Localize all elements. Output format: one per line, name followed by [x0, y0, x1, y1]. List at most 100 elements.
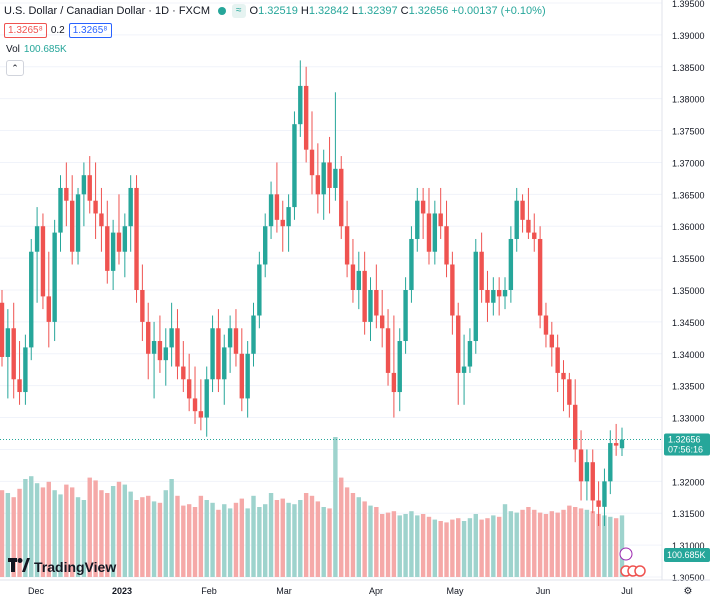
volume-bar: [420, 514, 426, 577]
time-axis: Dec 2023 Feb Mar Apr May Jun Jul ⚙: [0, 579, 710, 597]
sell-button[interactable]: 1.3265⁸: [4, 23, 47, 38]
volume-bar: [5, 493, 11, 577]
volume-bar: [584, 509, 590, 577]
volume-bar: [514, 512, 519, 577]
volume-bar: [146, 495, 151, 577]
price-tick-label: 1.34000: [672, 350, 705, 360]
candle-body: [245, 353, 250, 399]
candle-body: [40, 226, 46, 297]
candle-body: [122, 226, 128, 252]
volume-bar: [75, 497, 81, 577]
volume-bar: [362, 501, 367, 577]
volume-bar: [473, 514, 478, 577]
candle-body: [280, 219, 285, 227]
time-tick-label: Jul: [621, 586, 633, 596]
volume-bar: [116, 481, 122, 577]
time-tick-label: Feb: [201, 586, 217, 596]
volume-bar: [467, 518, 473, 577]
candle-body: [11, 328, 16, 380]
price-tick-label: 1.35500: [672, 254, 705, 264]
candle-body: [608, 443, 613, 482]
volume-bar: [613, 518, 619, 577]
candle-body: [169, 328, 174, 348]
volume-bar: [508, 511, 514, 577]
volume-bar: [298, 500, 303, 577]
volume-bar: [216, 509, 221, 577]
volume-bar: [69, 487, 75, 577]
volume-bar: [93, 480, 98, 577]
candle-body: [251, 315, 256, 354]
volume-bar: [292, 504, 297, 577]
price-tick-label: 1.37000: [672, 158, 705, 168]
candle-body: [69, 200, 75, 252]
volume-bar: [619, 515, 625, 577]
volume-bar: [590, 511, 595, 577]
candle-body: [46, 296, 51, 322]
candle-body: [239, 353, 245, 399]
candle-body: [543, 315, 549, 335]
volume-bar: [11, 497, 16, 577]
volume-bar: [0, 490, 5, 577]
volume-bar: [602, 515, 607, 577]
candlesticks: [0, 60, 646, 577]
candle-body: [397, 341, 402, 393]
buy-button[interactable]: 1.3265⁸: [68, 23, 112, 38]
volume-bar: [379, 514, 385, 577]
volume-bar: [309, 495, 315, 577]
candle-body: [175, 328, 180, 367]
volume-bar: [210, 502, 215, 577]
chevron-up-icon[interactable]: ⌃: [6, 60, 24, 76]
candle-body: [81, 175, 87, 195]
volume-bar: [128, 491, 133, 577]
time-tick-label: Jun: [536, 586, 551, 596]
volume-bar: [432, 519, 438, 577]
volume-bar: [29, 476, 34, 577]
candle-body: [420, 200, 426, 214]
candle-body: [496, 290, 502, 297]
volume-bar: [251, 495, 256, 577]
candle-body: [344, 226, 350, 265]
volume-bar: [58, 494, 63, 577]
flag-icon[interactable]: [634, 565, 646, 577]
price-tick-label: 1.32000: [672, 477, 705, 487]
volume-bar: [163, 490, 168, 577]
volume-bar: [502, 504, 508, 577]
volume-bar: [52, 490, 57, 577]
wave-icon[interactable]: ≈: [232, 4, 246, 18]
candle-body: [613, 443, 619, 446]
volume-bar: [485, 518, 490, 577]
volume-legend: Vol 100.685K: [6, 44, 67, 55]
price-tick-label: 1.39500: [672, 0, 705, 9]
candle-body: [333, 168, 338, 188]
lightning-icon[interactable]: [619, 547, 633, 561]
candle-body: [268, 194, 274, 227]
candle-body: [578, 449, 584, 482]
candle-body: [339, 168, 344, 227]
volume-bar: [608, 516, 613, 577]
candle-body: [146, 321, 151, 354]
tradingview-logo[interactable]: TradingView: [8, 558, 116, 575]
volume-bar: [227, 508, 233, 577]
price-tick-label: 1.30500: [672, 573, 705, 583]
candle-body: [157, 341, 163, 361]
volume-bar: [46, 481, 51, 577]
volume-bar: [350, 493, 356, 577]
candle-body: [502, 290, 508, 297]
volume-bar: [151, 501, 157, 577]
candle-body: [210, 328, 215, 380]
settings-icon[interactable]: ⚙: [684, 586, 693, 597]
candle-body: [140, 290, 145, 322]
volume-bar: [555, 512, 560, 577]
candle-body: [461, 366, 467, 373]
volume-bar: [110, 486, 116, 577]
symbol-title[interactable]: U.S. Dollar / Canadian Dollar · 1D · FXC…: [4, 5, 211, 17]
volume-bar: [532, 509, 537, 577]
volume-value: 100.685K: [23, 44, 67, 55]
volume-bar: [496, 516, 502, 577]
candle-body: [298, 85, 303, 125]
candle-body: [526, 219, 531, 233]
candle-body: [590, 462, 595, 501]
volume-bar: [561, 509, 566, 577]
price-tick-label: 1.34500: [672, 318, 705, 328]
